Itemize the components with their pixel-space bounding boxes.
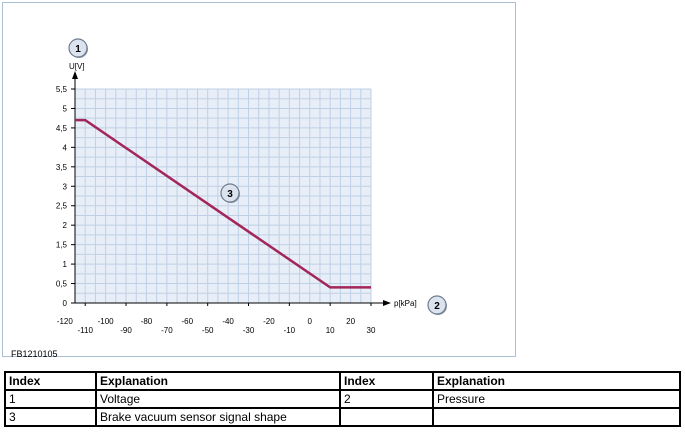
x-tick-label: 20 <box>346 317 355 326</box>
x-tick-label: 10 <box>326 326 335 335</box>
tick-labels: 00,511,522,533,544,555,5-120 -100 -80 -60 -4… <box>56 85 376 335</box>
callout-1: 1 <box>68 38 88 58</box>
table-cell <box>432 407 681 427</box>
callouts: 1 2 3 <box>68 38 447 315</box>
grid <box>74 88 372 304</box>
x-tick-label: -60 <box>181 317 193 326</box>
y-axis-arrow <box>72 71 78 79</box>
y-tick-label: 2 <box>63 221 68 230</box>
y-tick-label: 5 <box>63 104 68 113</box>
callout-label: 1 <box>75 44 81 55</box>
y-tick-label: 1 <box>63 260 68 269</box>
x-tick-label: -20 <box>263 317 275 326</box>
table-cell <box>339 407 434 427</box>
x-tick-label: 30 <box>367 326 376 335</box>
y-tick-label: 3 <box>63 182 68 191</box>
table-cell: Pressure <box>432 389 681 409</box>
figure-frame: U[V] p[kPa] 0 0,5 1 1,5 2 2,5 3 3,5 4 4,5 5 5,5 -120-… <box>2 2 516 359</box>
y-tick-label: 1,5 <box>56 241 68 250</box>
y-tick-label: 5,5 <box>56 85 68 94</box>
x-tick-label: -10 <box>284 326 296 335</box>
legend-table: Index Explanation Index Explanation 1 Vo… <box>4 371 681 427</box>
callout-3: 3 <box>220 183 240 203</box>
x-tick-label: -40 <box>222 317 234 326</box>
y-tick-label: 0,5 <box>56 280 68 289</box>
voltage-pressure-chart: U[V]p[kPa] 00,511,522,533,544,555,5-120-… <box>56 38 447 335</box>
table-cell: 1 <box>4 389 97 409</box>
y-axis-label: U[V] <box>69 62 85 71</box>
header-index-2: Index <box>339 371 434 391</box>
callout-label: 2 <box>434 301 440 312</box>
callout-label: 3 <box>227 189 233 200</box>
x-tick-label: -50 <box>202 326 214 335</box>
header-explanation-1: Explanation <box>95 371 341 391</box>
series <box>75 118 371 289</box>
header-index-1: Index <box>4 371 97 391</box>
x-axis-arrow <box>383 300 391 306</box>
callout-circle <box>220 183 240 203</box>
table-cell: Voltage <box>95 389 341 409</box>
x-tick-label: -100 <box>98 317 115 326</box>
x-tick-label: -30 <box>243 326 255 335</box>
x-tick-label: -80 <box>141 317 153 326</box>
callout-2: 2 <box>427 295 447 315</box>
x-tick-label: 0 <box>308 317 313 326</box>
y-tick-label: 4 <box>63 143 68 152</box>
table-row: 3 Brake vacuum sensor signal shape <box>4 407 681 427</box>
y-tick-label: 2,5 <box>56 202 68 211</box>
legend-header-row: Index Explanation Index Explanation <box>4 371 681 391</box>
table-cell: 2 <box>339 389 434 409</box>
table-row: 1 Voltage 2 Pressure <box>4 389 681 409</box>
x-tick-label: -70 <box>161 326 173 335</box>
axes: U[V] p[kPa] <box>69 62 417 308</box>
x-tick-label: -120 <box>57 317 74 326</box>
x-tick-label: -110 <box>77 326 93 335</box>
table-cell: 3 <box>4 407 97 427</box>
y-tick-label: 4,5 <box>56 124 68 133</box>
callout-circle <box>427 295 447 315</box>
y-tick-label: 0 <box>63 299 68 308</box>
x-axis-label: p[kPa] <box>394 299 417 308</box>
table-cell: Brake vacuum sensor signal shape <box>95 407 341 427</box>
x-tick-label: -90 <box>120 326 132 335</box>
y-tick-label: 3,5 <box>56 163 68 172</box>
callout-circle <box>68 38 88 58</box>
signal-line <box>75 118 371 289</box>
figure-id-label: FB1210105 <box>11 349 58 359</box>
header-explanation-2: Explanation <box>432 371 681 391</box>
